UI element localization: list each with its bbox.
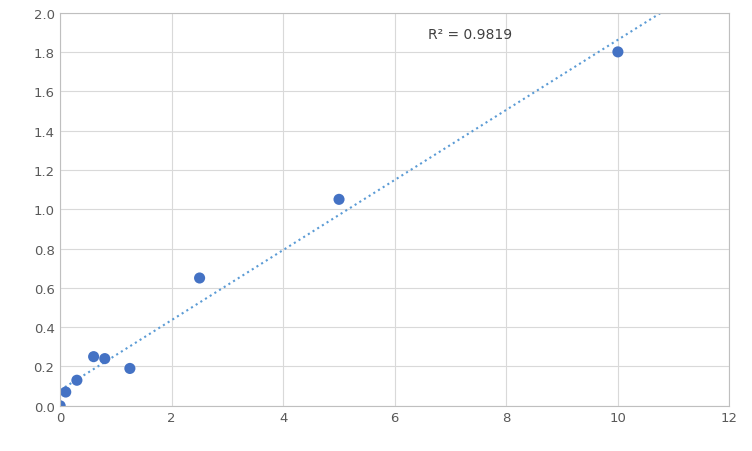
Point xyxy=(71,377,83,384)
Point xyxy=(333,196,345,203)
Point xyxy=(193,275,205,282)
Point xyxy=(124,365,136,372)
Point xyxy=(59,389,71,396)
Point xyxy=(54,402,66,410)
Point xyxy=(612,49,624,56)
Point xyxy=(99,355,111,363)
Point xyxy=(87,353,99,360)
Text: R² = 0.9819: R² = 0.9819 xyxy=(428,28,512,42)
